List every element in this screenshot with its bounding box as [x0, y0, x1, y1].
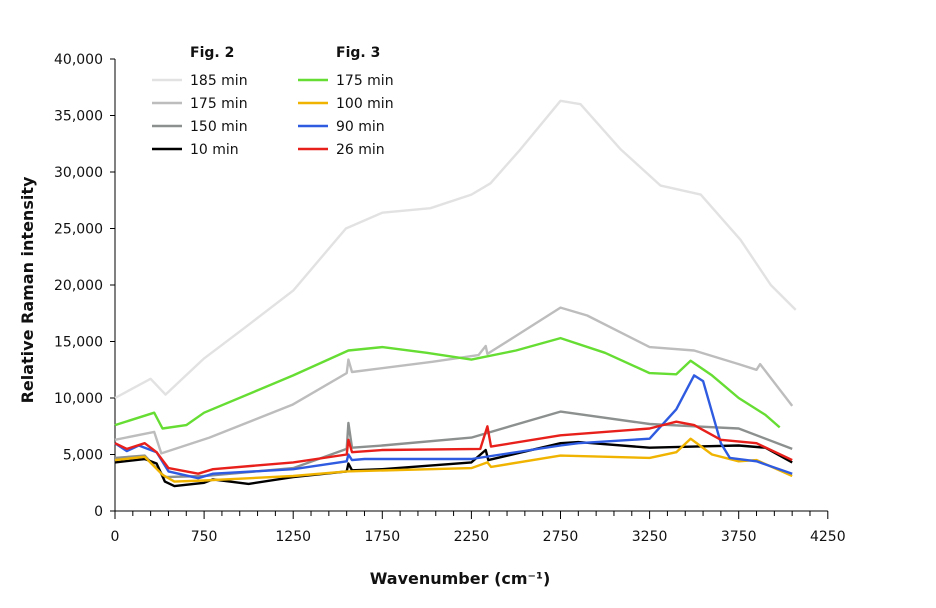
series-lines: [114, 99, 797, 488]
legend-group-title: Fig. 2: [190, 45, 234, 61]
x-tick-label: 4250: [810, 529, 846, 545]
series-line-175-min-fig3: [114, 336, 781, 430]
x-tick-label: 0: [111, 529, 120, 545]
series-line-150-min-fig2: [114, 410, 793, 479]
legend-label: 26 min: [336, 142, 385, 158]
y-axis-title: Relative Raman intensity: [18, 176, 37, 403]
series-line-185-min-fig2: [114, 99, 797, 400]
x-tick-label: 3250: [632, 529, 668, 545]
legend-label: 185 min: [190, 73, 248, 89]
legend: Fig. 2 185 min 175 min 150 min 10 min Fig. 3 1…: [152, 45, 394, 158]
y-tick-label: 20,000: [54, 278, 103, 294]
series-line-175-min-fig2: [114, 306, 794, 455]
y-tick-label: 35,000: [54, 109, 103, 125]
series-line-90-min-fig3: [114, 374, 793, 480]
y-tick-label: 5,000: [63, 448, 103, 464]
y-tick-label: 10,000: [54, 391, 103, 407]
x-tick-label: 3750: [721, 529, 757, 545]
y-tick-label: 30,000: [54, 165, 103, 181]
legend-label: 100 min: [336, 96, 394, 112]
legend-label: 150 min: [190, 119, 248, 135]
series-line-26-min-fig3: [114, 420, 793, 475]
y-tick-label: 40,000: [54, 52, 103, 68]
legend-label: 175 min: [190, 96, 248, 112]
axes: 0 5,000 10,000 15,000 20,000 25,000 30,000 35,0…: [54, 52, 846, 545]
y-tick-label: 0: [94, 504, 103, 520]
series-line-100-min-fig3: [114, 437, 793, 483]
y-tick-label: 25,000: [54, 222, 103, 238]
legend-label: 90 min: [336, 119, 385, 135]
legend-label: 175 min: [336, 73, 394, 89]
x-tick-label: 750: [191, 529, 218, 545]
x-tick-label: 2750: [543, 529, 579, 545]
legend-group-title: Fig. 3: [336, 45, 380, 61]
legend-label: 10 min: [190, 142, 239, 158]
x-tick-label: 1250: [275, 529, 311, 545]
x-axis-title: Wavenumber (cm⁻¹): [370, 569, 551, 588]
y-tick-label: 15,000: [54, 335, 103, 351]
x-tick-label: 2250: [454, 529, 490, 545]
x-tick-label: 1750: [364, 529, 400, 545]
